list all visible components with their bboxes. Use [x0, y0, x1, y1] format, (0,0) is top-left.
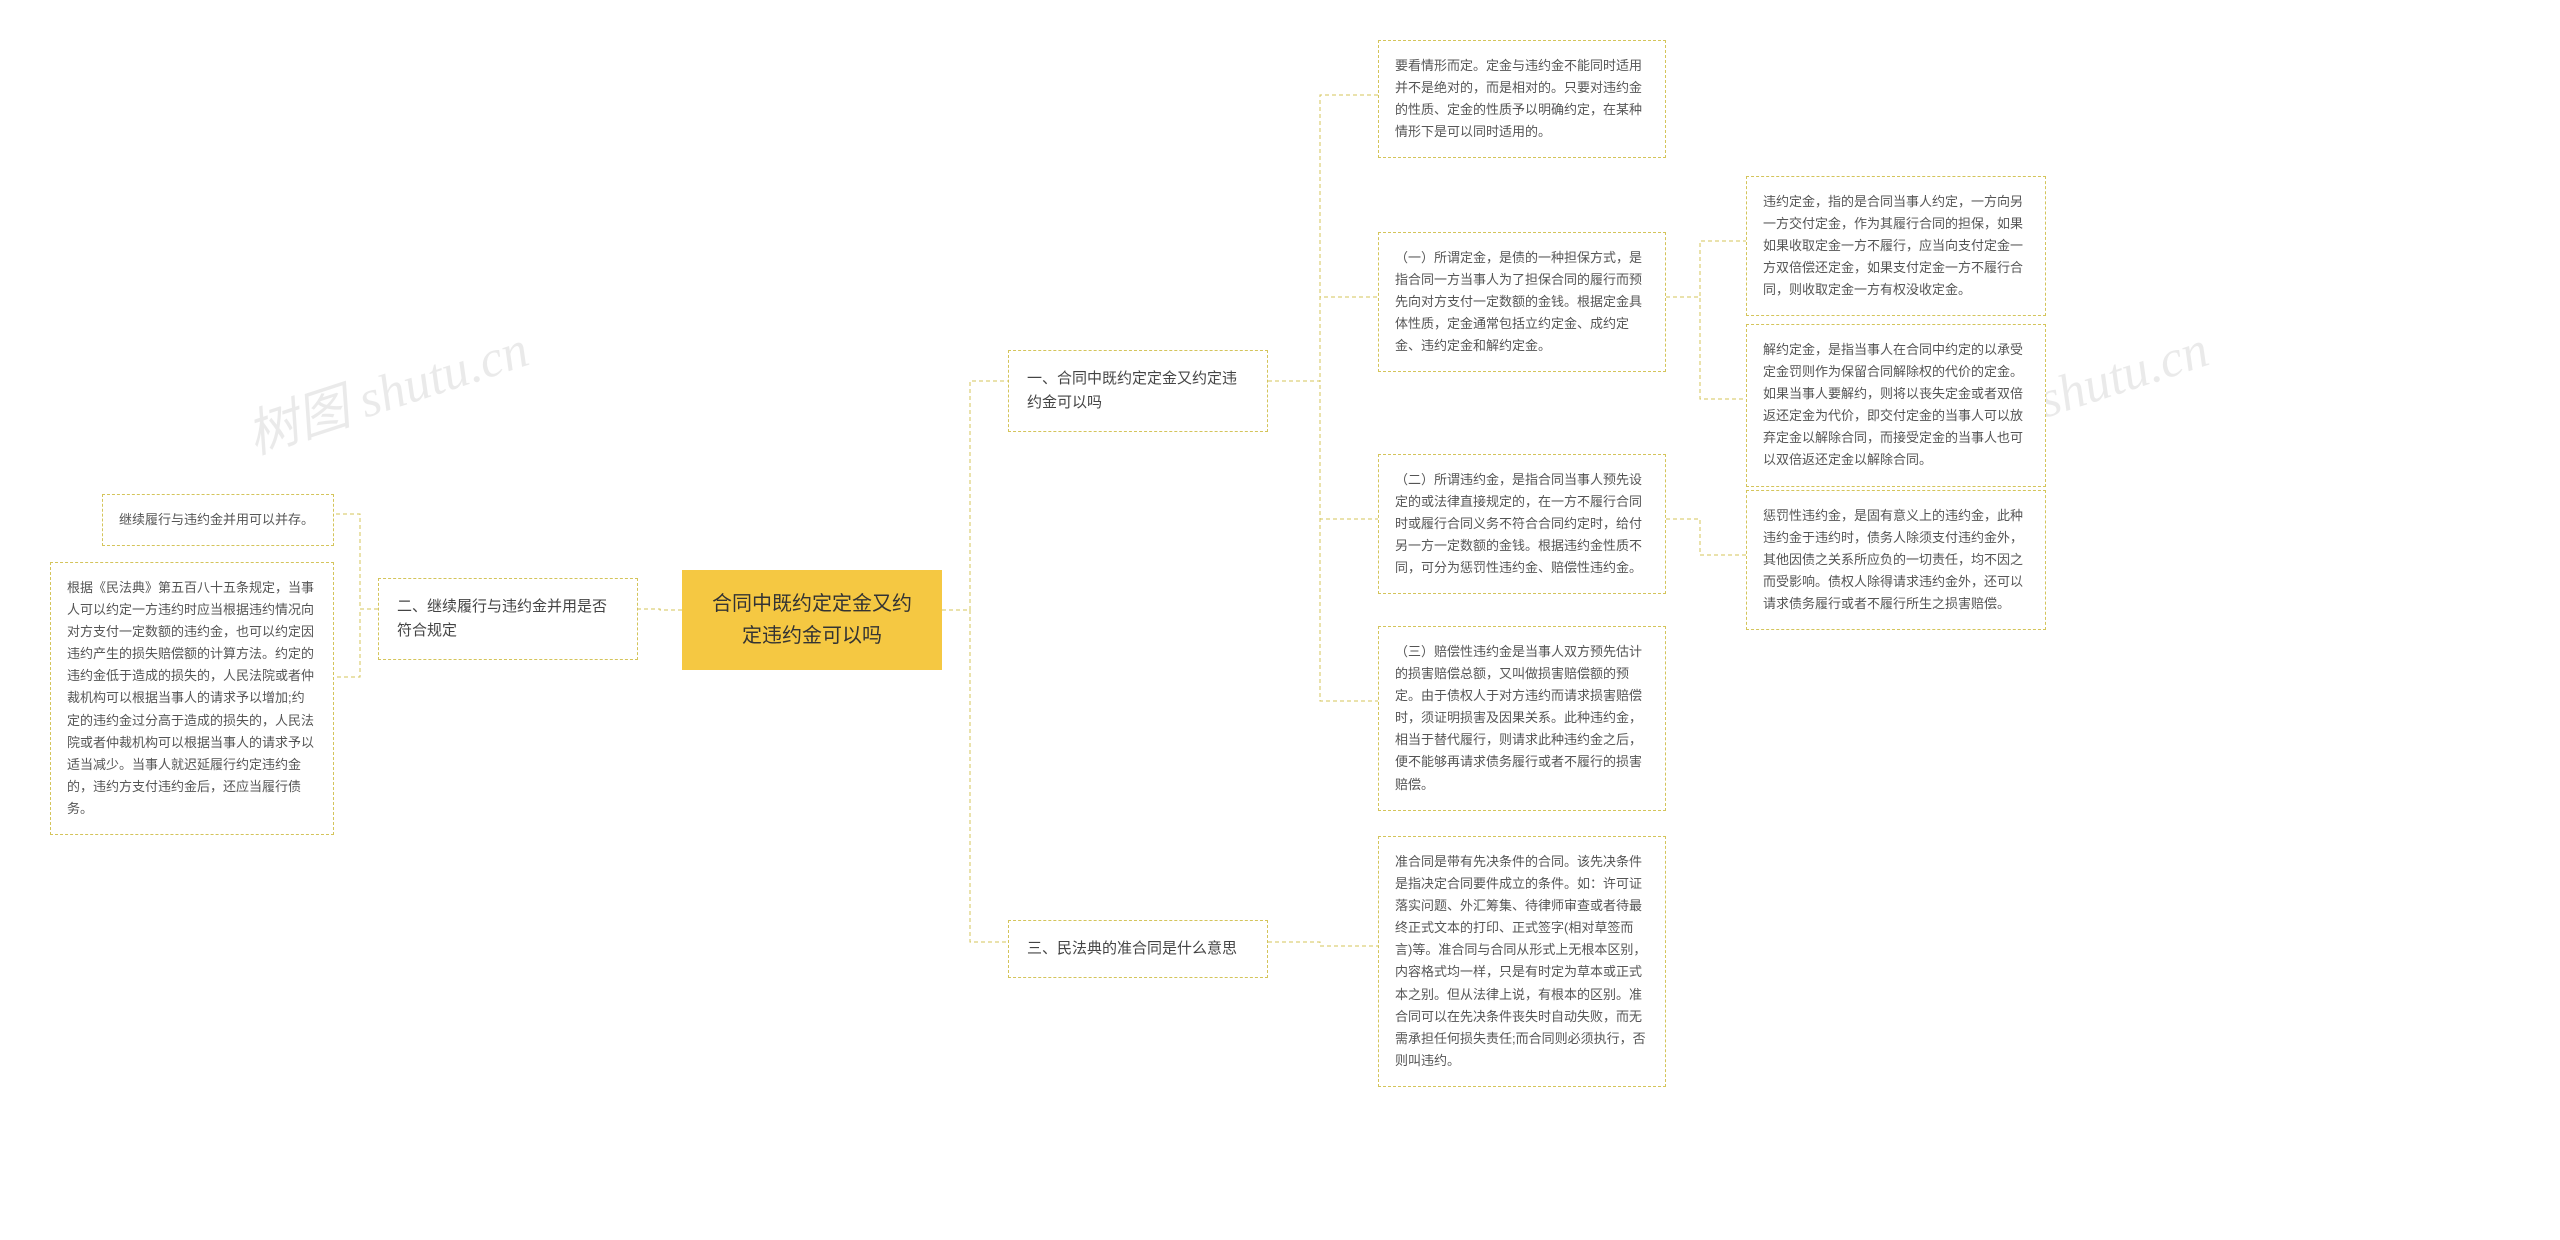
leaf-r1-2: （二）所谓违约金，是指合同当事人预先设定的或法律直接规定的，在一方不履行合同时或… — [1378, 454, 1666, 594]
watermark: 树图 shutu.cn — [236, 307, 537, 468]
leaf-r1-1-0: 违约定金，指的是合同当事人约定，一方向另一方交付定金，作为其履行合同的担保，如果… — [1746, 176, 2046, 316]
leaf-left-2-1: 根据《民法典》第五百八十五条规定，当事人可以约定一方违约时应当根据违约情况向对方… — [50, 562, 334, 835]
leaf-r1-0: 要看情形而定。定金与违约金不能同时适用并不是绝对的，而是相对的。只要对违约金的性… — [1378, 40, 1666, 158]
branch-right-3: 三、民法典的准合同是什么意思 — [1008, 920, 1268, 978]
leaf-left-2-0: 继续履行与违约金并用可以并存。 — [102, 494, 334, 546]
branch-right-1: 一、合同中既约定定金又约定违约金可以吗 — [1008, 350, 1268, 432]
branch-left-2: 二、继续履行与违约金并用是否符合规定 — [378, 578, 638, 660]
leaf-r1-2-0: 惩罚性违约金，是固有意义上的违约金，此种违约金于违约时，债务人除须支付违约金外，… — [1746, 490, 2046, 630]
leaf-r1-1: （一）所谓定金，是债的一种担保方式，是指合同一方当事人为了担保合同的履行而预先向… — [1378, 232, 1666, 372]
leaf-r1-1-1: 解约定金，是指当事人在合同中约定的以承受定金罚则作为保留合同解除权的代价的定金。… — [1746, 324, 2046, 487]
center-node: 合同中既约定定金又约定违约金可以吗 — [682, 570, 942, 670]
leaf-r2-0: 准合同是带有先决条件的合同。该先决条件是指决定合同要件成立的条件。如：许可证落实… — [1378, 836, 1666, 1087]
leaf-r1-3: （三）赔偿性违约金是当事人双方预先估计的损害赔偿总额，又叫做损害赔偿额的预定。由… — [1378, 626, 1666, 811]
